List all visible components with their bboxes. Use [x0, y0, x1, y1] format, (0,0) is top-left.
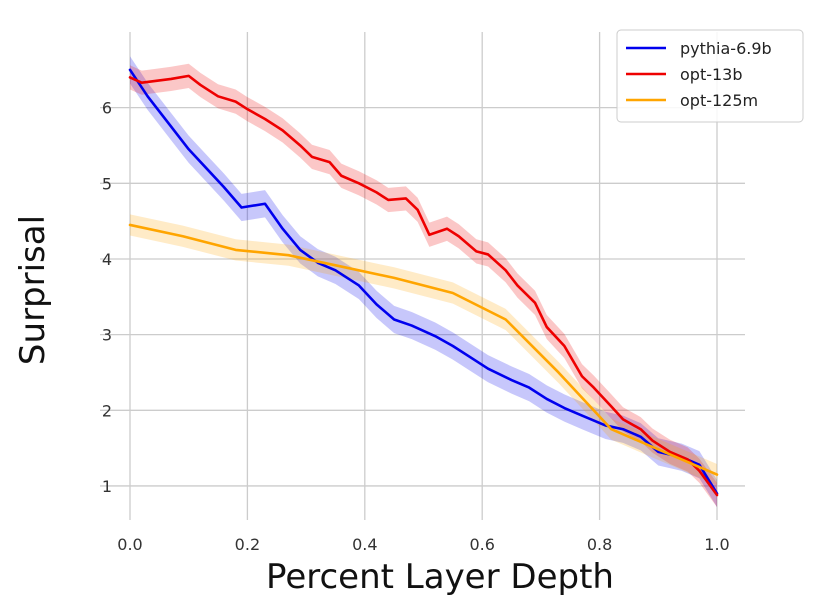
- line-pythia-6.9b: [128, 68, 719, 495]
- series-lines: [128, 68, 719, 497]
- x-tick-label: 0.8: [587, 535, 612, 554]
- legend: pythia-6.9b opt-13b opt-125m: [616, 29, 804, 123]
- x-tick-label: 0.6: [469, 535, 494, 554]
- x-tick-label: 0.2: [235, 535, 260, 554]
- y-tick-label: 4: [102, 250, 112, 269]
- band-opt-125m: [130, 214, 717, 486]
- line-opt-125m: [128, 223, 719, 476]
- x-axis-title: Percent Layer Depth: [266, 557, 614, 597]
- band-pythia-6.9b: [130, 56, 717, 508]
- legend-label-opt-13b: opt-13b: [680, 65, 743, 84]
- legend-label-opt-125m: opt-125m: [680, 91, 758, 110]
- y-tick-label: 3: [102, 326, 112, 345]
- x-tick-label: 0.4: [352, 535, 377, 554]
- y-tick-label: 6: [102, 99, 112, 118]
- y-tick-label: 2: [102, 401, 112, 420]
- x-tick-label: 1.0: [704, 535, 729, 554]
- y-tick-label: 1: [102, 477, 112, 496]
- x-axis-ticks: 0.0 0.2 0.4 0.6 0.8 1.0: [117, 535, 729, 554]
- line-opt-13b: [128, 74, 719, 497]
- x-tick-label: 0.0: [117, 535, 142, 554]
- legend-label-pythia-6.9b: pythia-6.9b: [680, 39, 772, 58]
- y-tick-label: 5: [102, 174, 112, 193]
- y-axis-title: Surprisal: [13, 215, 53, 365]
- y-axis-ticks: 1 2 3 4 5 6: [102, 99, 112, 496]
- confidence-bands: [130, 56, 717, 508]
